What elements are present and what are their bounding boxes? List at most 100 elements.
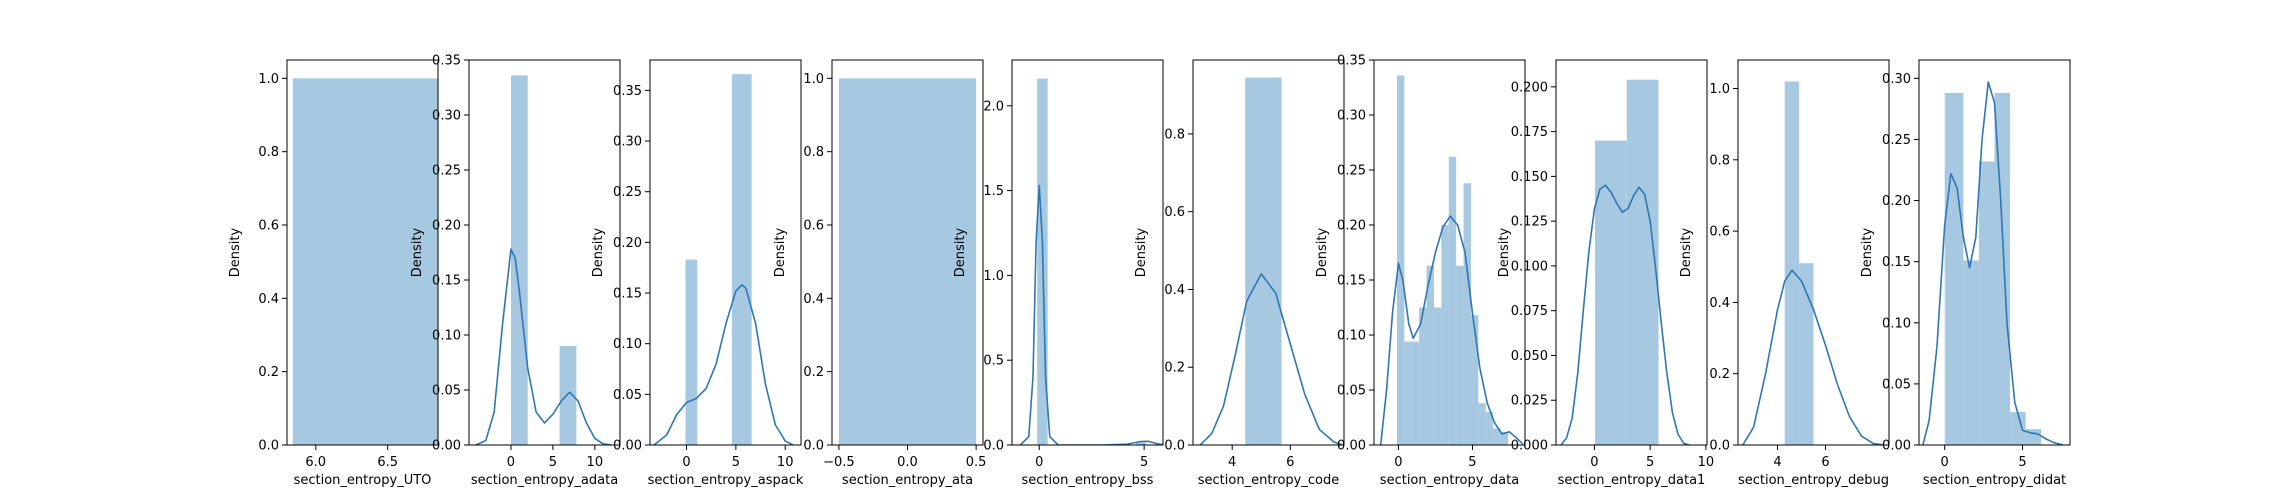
x-axis-label: section_entropy_UTO (294, 473, 432, 488)
histogram-bar (1441, 225, 1449, 445)
y-axis-label: Density (773, 227, 788, 277)
y-tick-label: 0.00 (1882, 439, 1911, 454)
y-tick-label: 0.30 (1337, 109, 1366, 124)
y-tick-label: 0.6 (803, 219, 824, 234)
x-tick-label: 0.0 (897, 455, 918, 470)
subplot-6: 0.0 0.2 0.4 0.6 0.8 4 6 section_entropy_code Den… (1134, 59, 1345, 488)
histogram-bar (1426, 265, 1434, 445)
histogram-bar (1478, 403, 1486, 445)
subplot-7: 0.00 0.05 0.10 0.15 0.20 0.25 0.30 0.35 0 5 sectio… (1315, 54, 1526, 488)
axes-frame (1918, 59, 2071, 446)
y-tick-label: 0.2 (1164, 361, 1185, 376)
x-tick-label: 6.5 (377, 455, 398, 470)
y-tick-label: 0.8 (1164, 127, 1185, 142)
x-tick-label: 5 (732, 455, 740, 470)
y-tick-label: 0.15 (432, 274, 461, 289)
y-tick-label: 0.35 (1337, 54, 1366, 69)
histogram-bar (1799, 263, 1814, 445)
x-tick-label: 6 (1821, 455, 1829, 470)
x-axis-label: section_entropy_data1 (1558, 473, 1706, 488)
y-tick-label: 0.075 (1511, 304, 1548, 319)
histogram-bar (1404, 341, 1412, 445)
y-tick-label: 0.30 (432, 109, 461, 124)
x-axis-label: section_entropy_data (1380, 473, 1519, 488)
axes-frame (1373, 59, 1526, 446)
y-tick-label: 0.8 (1709, 153, 1730, 168)
histogram-bar (685, 259, 698, 445)
y-tick-label: 0.05 (1882, 377, 1911, 392)
x-tick-label: 0 (507, 455, 515, 470)
kde-line (1019, 184, 1163, 445)
y-tick-label: 0.25 (613, 185, 642, 200)
histogram-bar (1595, 140, 1627, 445)
y-tick-label: 0.25 (1882, 133, 1911, 148)
plot-data (292, 78, 438, 445)
y-tick-label: 0.15 (1882, 255, 1911, 270)
x-tick-label: 5 (1646, 455, 1654, 470)
plot-data (653, 74, 794, 445)
y-tick-label: 0.000 (1511, 439, 1548, 454)
y-tick-label: 0.0 (803, 439, 824, 454)
y-axis-label: Density (1497, 227, 1512, 277)
histogram-bar (1978, 161, 1995, 445)
kde-line (653, 284, 794, 445)
axes-frame (649, 59, 802, 446)
histogram-bar (559, 346, 577, 445)
subplot-5: 0.00.51.01.52.00 5section_entropy_bssDens… (953, 59, 1164, 488)
y-tick-label: 1.0 (983, 269, 1004, 284)
x-tick-label: 10 (587, 455, 604, 470)
plot-data (475, 75, 612, 445)
axes-frame (286, 59, 439, 446)
histogram-bar (1411, 341, 1420, 445)
x-axis-label: section_entropy_adata (471, 473, 618, 488)
histogram-bar (1963, 260, 1979, 445)
x-tick-label: 4 (1773, 455, 1781, 470)
y-tick-label: 0.30 (613, 135, 642, 150)
plot-data (1742, 81, 1885, 445)
y-tick-label: 0.00 (432, 439, 461, 454)
y-tick-label: 0.10 (432, 329, 461, 344)
plot-data (838, 78, 977, 445)
y-tick-label: 0.6 (258, 219, 279, 234)
histogram-bar (1784, 81, 1800, 445)
y-tick-label: 0.25 (432, 164, 461, 179)
x-tick-label: 5 (2018, 455, 2026, 470)
histogram-bar (731, 74, 752, 445)
x-axis-label: section_entropy_debug (1738, 473, 1889, 488)
y-tick-label: 0.00 (613, 439, 642, 454)
y-tick-label: 0.4 (1164, 283, 1185, 298)
axes-frame (1011, 59, 1164, 446)
histogram-bar (510, 75, 528, 445)
y-tick-label: 0.0 (983, 439, 1004, 454)
x-tick-label: 5 (1140, 455, 1148, 470)
y-tick-label: 0.05 (613, 388, 642, 403)
y-tick-label: 0.5 (983, 354, 1004, 369)
x-tick-label: 0 (682, 455, 690, 470)
y-tick-label: 0.10 (1337, 329, 1366, 344)
y-tick-label: 0.050 (1511, 349, 1548, 364)
histogram-bar (292, 78, 438, 445)
histogram-bar (1493, 428, 1501, 445)
histogram-bar (1135, 442, 1147, 445)
y-tick-label: 0.35 (432, 54, 461, 69)
y-axis-label: Density (953, 227, 968, 277)
histogram-bar (1485, 412, 1494, 445)
y-tick-label: 0.8 (803, 145, 824, 160)
x-axis-label: section_entropy_aspack (648, 473, 804, 488)
axes-frame (1737, 59, 1890, 446)
y-axis-label: Density (1134, 227, 1149, 277)
x-axis-label: section_entropy_ata (842, 473, 973, 488)
y-tick-label: 0.0 (1709, 439, 1730, 454)
y-tick-label: 2.0 (983, 99, 1004, 114)
y-tick-label: 0.125 (1511, 215, 1548, 230)
axes-frame (1192, 59, 1345, 446)
plot-data (1560, 79, 1690, 445)
subplot-9: 0.0 0.2 0.4 0.6 0.8 1.0 4 6 section_entropy_debu… (1679, 59, 1890, 488)
kde-line (1379, 215, 1524, 445)
histogram-bar (1245, 77, 1282, 445)
y-tick-label: 0.2 (258, 365, 279, 380)
y-tick-label: 0.15 (1337, 274, 1366, 289)
axes-frame (468, 59, 621, 446)
y-tick-label: 0.025 (1511, 394, 1548, 409)
y-tick-label: 0.200 (1511, 80, 1548, 95)
